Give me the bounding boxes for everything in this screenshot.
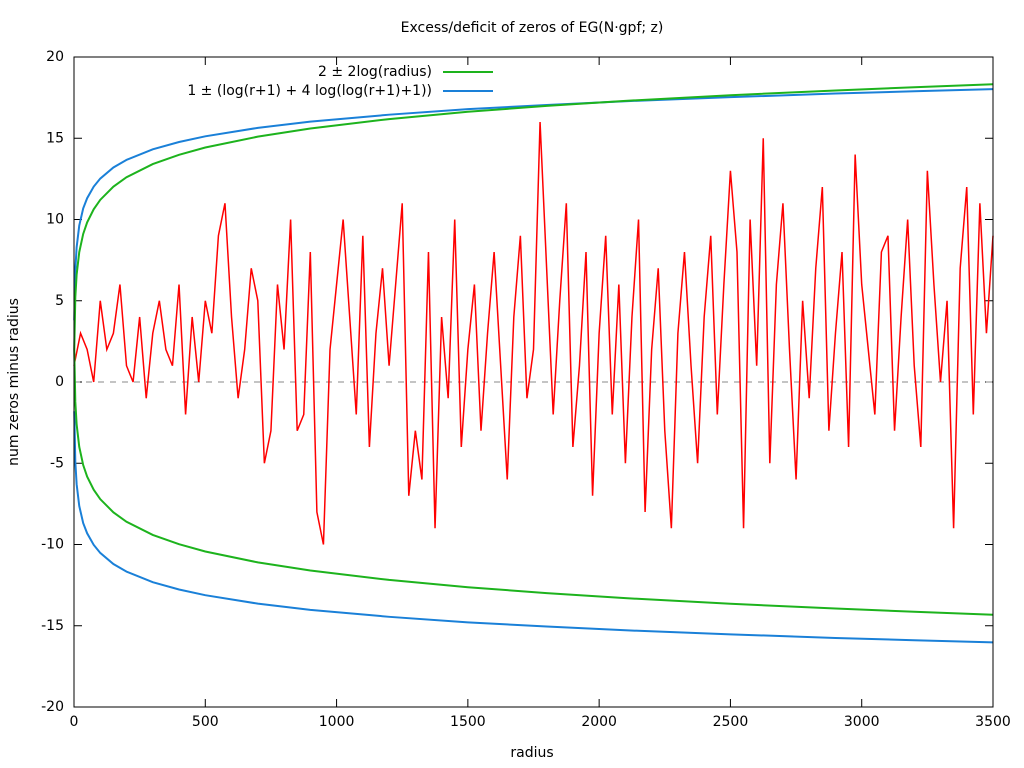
legend-label: 1 ± (log(r+1) + 4 log(log(r+1)+1)): [187, 83, 432, 99]
y-tick-label: -15: [41, 618, 64, 634]
x-tick-label: 2000: [581, 714, 617, 730]
y-tick-label: -20: [41, 699, 64, 715]
x-tick-label: 1500: [450, 714, 486, 730]
y-tick-label: 10: [46, 212, 64, 228]
y-tick-label: 15: [46, 130, 64, 146]
y-tick-label: -10: [41, 537, 64, 553]
x-tick-label: 0: [70, 714, 79, 730]
x-axis-label: radius: [510, 745, 553, 761]
y-tick-label: 20: [46, 49, 64, 65]
y-tick-label: 5: [55, 293, 64, 309]
legend-label: 2 ± 2log(radius): [318, 64, 432, 80]
data-line: [73, 349, 994, 616]
data-line: [73, 83, 994, 350]
y-tick-label: 0: [55, 374, 64, 390]
x-tick-label: 2500: [713, 714, 749, 730]
x-tick-label: 3500: [975, 714, 1011, 730]
x-tick-label: 1000: [319, 714, 355, 730]
plot-frame: [73, 56, 994, 708]
y-axis-label: num zeros minus radius: [6, 298, 22, 466]
chart-title: Excess/deficit of zeros of EG(N·gpf; z): [401, 20, 664, 36]
data-line: [73, 121, 994, 545]
y-tick-label: -5: [50, 455, 64, 471]
data-line: [73, 411, 994, 644]
x-tick-label: 3000: [844, 714, 880, 730]
data-line: [73, 88, 994, 321]
x-tick-label: 500: [192, 714, 219, 730]
